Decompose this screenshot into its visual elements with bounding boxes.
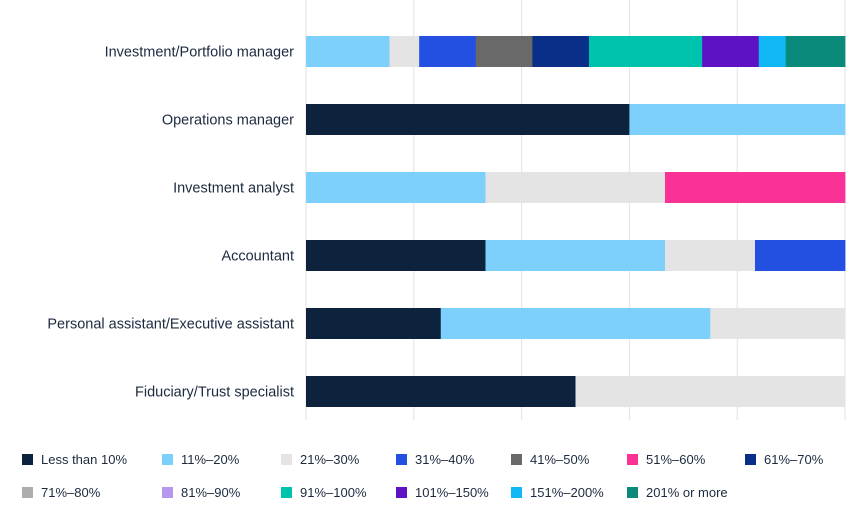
bar-segment: [306, 308, 442, 339]
bar-segment: [306, 104, 630, 135]
legend-swatch: [396, 487, 407, 498]
legend-item: 201% or more: [627, 485, 728, 500]
bar-segment: [475, 36, 533, 67]
legend-swatch: [745, 454, 756, 465]
gridlines: [305, 0, 846, 420]
category-label: Fiduciary/Trust specialist: [135, 385, 294, 401]
bar-segment: [664, 240, 756, 271]
legend-item: 151%–200%: [511, 485, 604, 500]
legend-item: 81%–90%: [162, 485, 240, 500]
bar-segment: [306, 240, 486, 271]
bar-segment: [754, 240, 846, 271]
legend-swatch: [281, 454, 292, 465]
bar-segment: [419, 36, 477, 67]
bar-segment: [758, 36, 787, 67]
legend-item: 31%–40%: [396, 452, 474, 467]
bar-segment: [485, 172, 666, 203]
bar-segment: [485, 240, 666, 271]
legend-swatch: [162, 454, 173, 465]
legend-label: 41%–50%: [530, 452, 590, 467]
bar-segment: [629, 104, 846, 135]
legend-label: 101%–150%: [415, 485, 489, 500]
bars: [306, 36, 846, 407]
legend-item: 51%–60%: [627, 452, 705, 467]
category-labels: Investment/Portfolio manager Operations m…: [47, 45, 294, 401]
legend-item: Less than 10%: [22, 452, 127, 467]
legend-item: 21%–30%: [281, 452, 359, 467]
bar-segment: [306, 36, 390, 67]
category-label: Accountant: [221, 249, 294, 265]
bar-segment: [785, 36, 846, 67]
bar-segment: [664, 172, 846, 203]
legend-item: 101%–150%: [396, 485, 489, 500]
legend-swatch: [22, 454, 33, 465]
legend-swatch: [627, 454, 638, 465]
legend-swatch: [511, 487, 522, 498]
legend-item: 91%–100%: [281, 485, 367, 500]
bar-segment: [575, 376, 846, 407]
legend-label: 21%–30%: [300, 452, 360, 467]
legend-label: 51%–60%: [646, 452, 706, 467]
legend-swatch: [396, 454, 407, 465]
legend-label: 61%–70%: [764, 452, 824, 467]
bar-segment: [306, 172, 486, 203]
bar-segment: [702, 36, 760, 67]
category-label: Personal assistant/Executive assistant: [47, 317, 294, 333]
bar-segment: [440, 308, 711, 339]
legend-label: 31%–40%: [415, 452, 475, 467]
legend-item: 61%–70%: [745, 452, 823, 467]
legend-swatch: [162, 487, 173, 498]
legend-label: 151%–200%: [530, 485, 604, 500]
legend-label: 71%–80%: [41, 485, 101, 500]
bar-segment: [306, 376, 576, 407]
legend-swatch: [22, 487, 33, 498]
legend-swatch: [627, 487, 638, 498]
bar-segment: [389, 36, 420, 67]
legend-label: 11%–20%: [181, 452, 240, 467]
bar-segment: [710, 308, 846, 339]
legend-label: 201% or more: [646, 485, 728, 500]
category-label: Investment analyst: [173, 181, 294, 197]
legend-item: 71%–80%: [22, 485, 100, 500]
stacked-bar-chart: Investment/Portfolio manager Operations m…: [47, 0, 846, 420]
legend-item: 41%–50%: [511, 452, 589, 467]
category-label: Operations manager: [162, 113, 294, 129]
bar-segment: [588, 36, 703, 67]
legend-swatch: [511, 454, 522, 465]
bar-segment: [532, 36, 590, 67]
legend-swatch: [281, 487, 292, 498]
legend-label: 81%–90%: [181, 485, 241, 500]
legend-label: 91%–100%: [300, 485, 367, 500]
legend-label: Less than 10%: [41, 452, 128, 467]
category-label: Investment/Portfolio manager: [105, 45, 295, 61]
legend-item: 11%–20%: [162, 452, 239, 467]
